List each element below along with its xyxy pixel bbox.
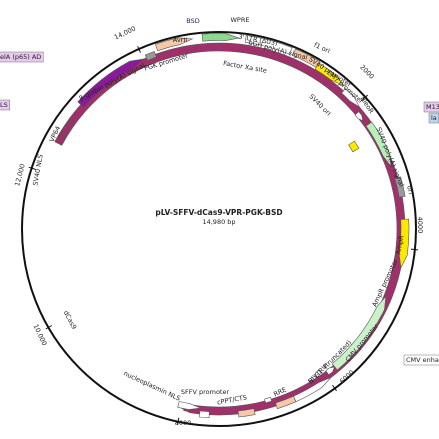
tick-mark bbox=[410, 248, 418, 251]
feature-arrow bbox=[244, 35, 293, 55]
feature-label: M13 bbox=[426, 103, 439, 111]
feature-arrow bbox=[394, 176, 406, 198]
plasmid-name: pLV-SFFV-dCas9-VPR-PGK-BSD bbox=[155, 208, 282, 217]
tick-label: 4000 bbox=[416, 217, 425, 234]
tick-label: 6000 bbox=[338, 368, 356, 385]
tick-mark bbox=[45, 325, 53, 330]
label-box bbox=[0, 99, 10, 111]
feature-arrow bbox=[331, 295, 387, 371]
feature-label: ori bbox=[405, 185, 414, 195]
feature-label: la bbox=[431, 114, 437, 122]
tick-label: 12,000 bbox=[13, 163, 27, 187]
feature-label: Factor Xa site bbox=[223, 59, 268, 75]
feature-arrow bbox=[314, 62, 345, 87]
label-box bbox=[423, 101, 439, 113]
feature-label: CMV enha bbox=[406, 356, 439, 364]
feature-label: elA (p65) AD bbox=[0, 53, 41, 61]
feature-label: SV40 NLS bbox=[31, 154, 44, 186]
feature-arrow bbox=[354, 111, 364, 122]
feature-arrow bbox=[144, 51, 157, 61]
feature-arrow bbox=[264, 396, 272, 404]
feature-label: f1 ori bbox=[313, 41, 332, 55]
feature-label: dCas9 bbox=[62, 309, 79, 331]
tick-mark bbox=[176, 417, 180, 425]
feature-arrow bbox=[237, 408, 256, 418]
label-box bbox=[0, 51, 44, 63]
feature-arrow bbox=[348, 140, 360, 153]
feature-label: AvrII bbox=[173, 36, 188, 44]
feature-arrow bbox=[198, 410, 210, 419]
feature-label: WPRE bbox=[231, 16, 250, 24]
feature-arrow bbox=[65, 119, 74, 130]
feature-label: LS bbox=[0, 101, 8, 109]
tick-mark bbox=[332, 384, 337, 392]
feature-arrow bbox=[398, 218, 410, 269]
tick-mark bbox=[362, 94, 368, 101]
tick-mark bbox=[28, 166, 36, 170]
feature-label: AmpR bbox=[394, 234, 405, 255]
tick-mark bbox=[137, 46, 141, 53]
feature-arrow bbox=[341, 88, 361, 108]
feature-arrow bbox=[365, 121, 392, 168]
feature-arrow bbox=[77, 58, 145, 108]
feature-arrow bbox=[155, 37, 194, 52]
feature-arrow bbox=[275, 395, 297, 410]
feature-arrow bbox=[201, 33, 241, 42]
feature-label: nucleoplasmin NLS bbox=[122, 369, 181, 402]
plasmid-length: 14,980 bp bbox=[202, 218, 235, 226]
feature-arrow bbox=[58, 129, 67, 140]
feature-label: SFFV promoter bbox=[181, 388, 230, 396]
feature-label: SV40 ori bbox=[307, 92, 332, 117]
tick-label: 2000 bbox=[358, 63, 375, 80]
tick-label: 14,000 bbox=[113, 25, 137, 42]
tick-label: 10,000 bbox=[32, 323, 49, 347]
backbone bbox=[21, 31, 417, 427]
feature-arrow bbox=[325, 366, 336, 376]
label-box bbox=[403, 354, 439, 366]
feature-label: BSD bbox=[186, 17, 199, 25]
feature-arrow bbox=[177, 401, 202, 410]
tick-label: 8000 bbox=[175, 419, 192, 427]
